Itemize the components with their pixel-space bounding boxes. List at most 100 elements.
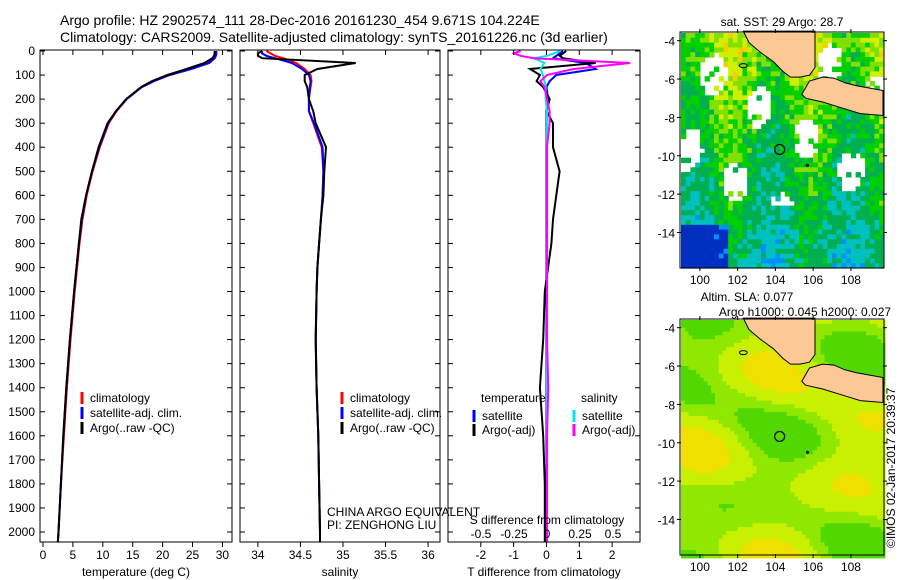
map-cell [711,366,716,371]
map-cell [879,119,885,125]
christmas-island-marker [805,163,809,167]
map-cell [681,335,686,340]
map-cell [722,362,727,367]
map-cell [722,412,727,417]
map-cell [723,42,729,48]
map-cell [733,423,739,428]
map-cell [782,412,788,417]
map-cell [730,481,735,486]
map-cell [718,500,724,505]
map-cell [820,504,826,509]
map-cell [824,358,829,363]
map-cell [832,244,838,250]
map-cell [688,366,693,371]
map-cell [714,157,720,164]
map-cell [688,415,693,421]
map-cell [764,362,769,367]
map-cell [711,423,716,428]
map-cell [828,392,833,398]
map-cell [703,335,709,340]
map-cell [836,37,842,44]
map-cell [794,442,799,448]
map-cell [801,500,807,505]
map-cell [723,239,729,245]
map-cell [874,215,880,221]
map-cell [742,133,748,140]
map-cell [879,37,885,44]
map-cell [843,346,848,352]
map-cell [699,546,705,551]
map-cell [733,458,739,463]
map-cell [855,76,861,82]
map-cell [704,186,710,192]
map-cell [816,450,822,455]
map-cell [747,248,753,255]
map-cell [741,346,746,352]
map-cell [850,196,857,202]
map-cell [850,52,857,58]
map-cell [730,519,735,524]
map-cell [771,508,776,513]
map-cell [775,485,780,490]
map-cell [794,389,799,394]
map-cell [835,408,841,413]
map-cell [847,366,852,371]
map-cell [779,385,784,390]
map-cell [828,354,833,359]
map-cell [692,485,697,490]
map-cell [874,42,880,48]
map-cell [690,76,696,82]
map-cell [715,331,720,336]
x-tick-label: 15 [126,548,140,562]
map-cell [779,408,784,413]
map-cell [824,343,829,348]
map-cell [711,458,716,463]
map-cell [813,538,818,544]
map-cell [760,412,765,417]
map-cell [718,157,725,164]
map-cell [827,244,833,250]
map-cell [835,508,841,513]
map-cell [782,492,788,497]
map-cell [703,423,709,428]
map-cell [752,465,758,471]
map-cell [817,37,824,44]
map-cell [737,481,742,486]
map-cell [695,263,701,269]
map-cell [704,124,710,130]
map-cell [732,37,739,44]
map-cell [726,500,731,505]
map-cell [813,229,819,235]
map-cell [699,331,705,336]
map-cell [718,534,724,540]
map-cell [832,458,837,463]
map-cell [865,52,871,58]
map-cell [874,162,880,168]
argo-position-marker [774,143,786,156]
map-cell [718,454,724,459]
map-cell [808,239,814,245]
map-cell [718,496,724,501]
map-cell [741,450,746,455]
map-cell [732,263,739,269]
map-cell [770,253,776,259]
map-cell [730,454,735,459]
map-cell [798,442,803,448]
map-cell [809,389,814,394]
map-cell [820,465,826,471]
map-cell [784,100,791,106]
map-cell [726,377,731,382]
map-cell [749,412,754,417]
map-cell [839,346,844,352]
map-cell [820,508,826,513]
map-cell [752,469,758,474]
map-cell [784,253,791,259]
map-cell [696,435,701,440]
map-cell [850,339,856,344]
map-cell [786,515,792,520]
map-cell [816,538,822,544]
map-cell [805,477,810,482]
map-cell [843,431,848,436]
map-cell [684,481,690,486]
map-cell [767,492,773,497]
